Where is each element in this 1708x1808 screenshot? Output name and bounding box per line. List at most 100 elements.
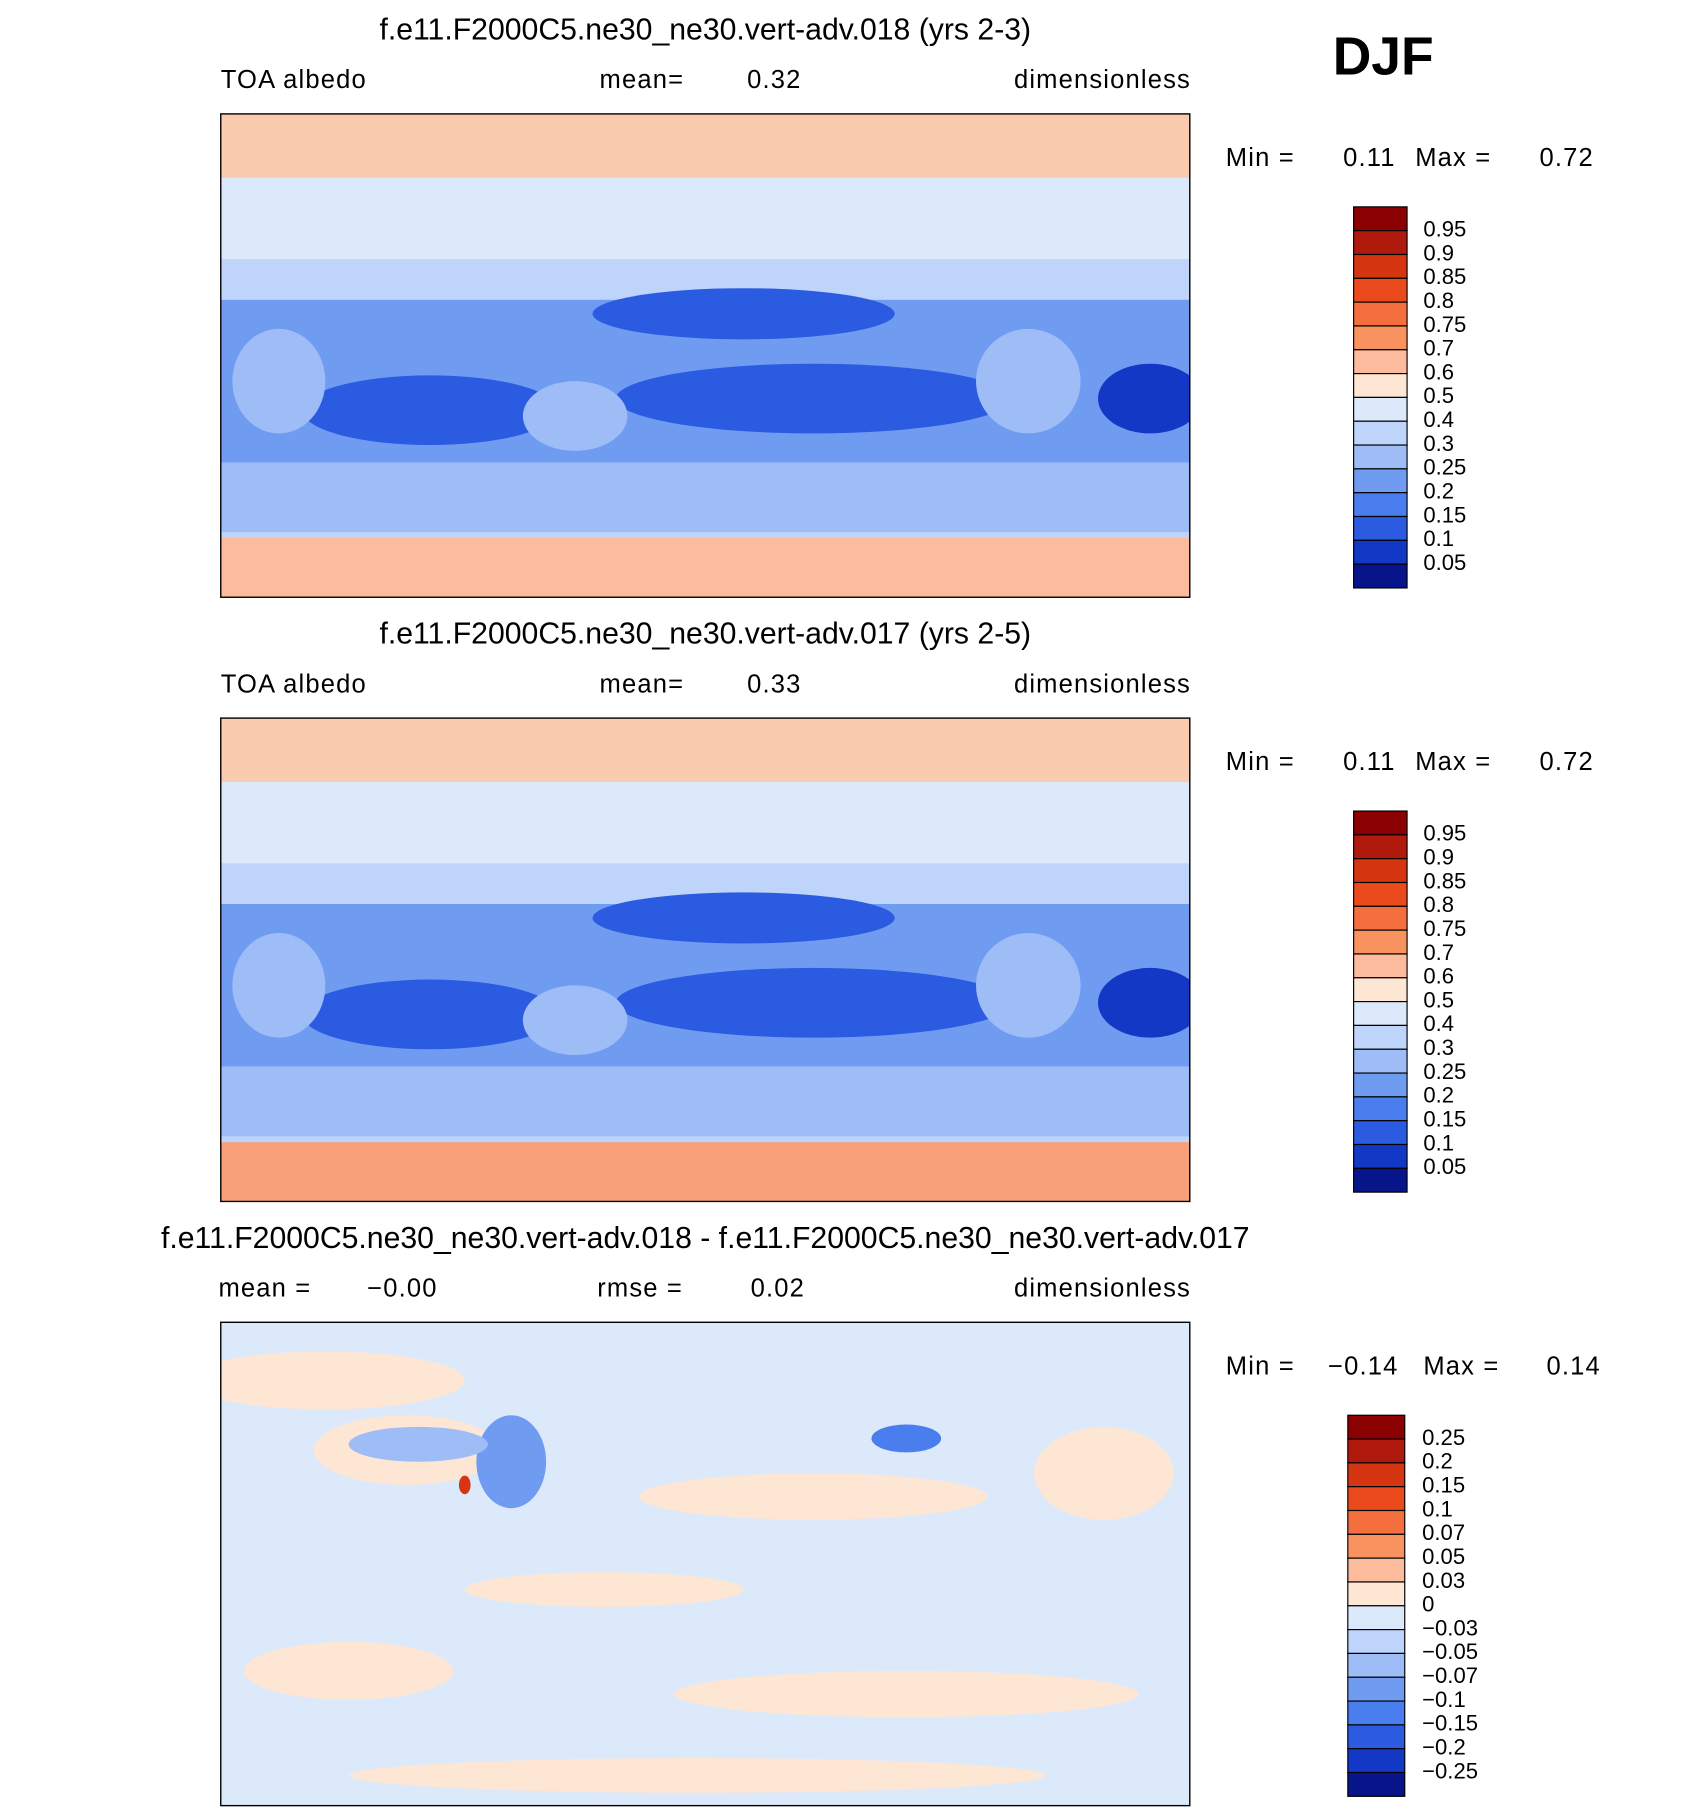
colorbar-box xyxy=(1353,206,1408,232)
map-frame xyxy=(220,113,1191,598)
colorbar-box xyxy=(1353,444,1408,470)
colorbar-box xyxy=(1353,301,1408,327)
colorbar-box xyxy=(1347,1771,1406,1797)
colorbar-label: 0.3 xyxy=(1423,1035,1454,1060)
antarctica xyxy=(220,1142,1190,1202)
colorbar-label: −0.2 xyxy=(1422,1735,1466,1760)
colorbar-label: 0.9 xyxy=(1423,845,1454,870)
colorbar-box xyxy=(1347,1652,1406,1678)
antarctica xyxy=(220,538,1190,598)
colorbar-label: 0.25 xyxy=(1423,455,1466,480)
colorbar-label: 0.05 xyxy=(1422,1544,1465,1569)
arctic-band xyxy=(220,718,1190,782)
colorbar-label: −0.25 xyxy=(1422,1758,1478,1783)
colorbar-label: 0.15 xyxy=(1422,1473,1465,1498)
map-field xyxy=(220,718,1190,1202)
colorbar-label: 0.6 xyxy=(1423,964,1454,989)
colorbar-label: 0.15 xyxy=(1423,1107,1466,1132)
colorbar-label: 0.5 xyxy=(1423,383,1454,408)
colorbar-box xyxy=(1353,468,1408,494)
colorbar-box xyxy=(1353,349,1408,375)
colorbar-box xyxy=(1353,881,1408,907)
low-albedo xyxy=(302,979,558,1050)
colorbar-box xyxy=(1353,1072,1408,1098)
colorbar-box xyxy=(1353,1096,1408,1122)
colorbar-box xyxy=(1353,858,1408,884)
positive-diff xyxy=(348,1758,1046,1793)
map-frame xyxy=(220,1321,1191,1807)
panel-title: f.e11.F2000C5.ne30_ne30.vert-adv.017 (yr… xyxy=(379,618,1031,651)
panel-header: 0.32 xyxy=(747,66,801,94)
colorbar-box xyxy=(1353,1120,1408,1146)
colorbar-label: 0.8 xyxy=(1423,288,1454,313)
colorbar-label: 0.95 xyxy=(1423,217,1466,242)
panel-header: dimensionless xyxy=(1014,1275,1191,1303)
land xyxy=(976,328,1081,434)
positive-diff xyxy=(220,1351,465,1410)
colorbar-label: 0.75 xyxy=(1423,312,1466,337)
colorbar-label: 0.3 xyxy=(1423,431,1454,456)
panel-header: mean = xyxy=(218,1275,311,1303)
panel-header: −0.00 xyxy=(367,1275,437,1303)
colorbar-box xyxy=(1353,515,1408,541)
colorbar-box xyxy=(1353,1048,1408,1074)
colorbar-box xyxy=(1353,810,1408,836)
map-field xyxy=(220,113,1190,598)
min-max-stat: 0.11 xyxy=(1343,748,1395,776)
colorbar-box xyxy=(1347,1486,1406,1512)
southern-ocean xyxy=(220,462,1190,533)
low-albedo xyxy=(302,375,558,446)
colorbar-label: 0.07 xyxy=(1422,1520,1465,1545)
low-albedo xyxy=(1098,967,1190,1038)
diff-blob xyxy=(458,1475,471,1495)
colorbar-label: 0.2 xyxy=(1422,1449,1453,1474)
colorbar-label: −0.05 xyxy=(1422,1639,1478,1664)
colorbar-label: 0.9 xyxy=(1423,240,1454,265)
colorbar-label: 0.05 xyxy=(1423,1154,1466,1179)
colorbar-label: 0.15 xyxy=(1423,502,1466,527)
colorbar-box xyxy=(1353,539,1408,565)
map-frame xyxy=(220,717,1191,1203)
min-max-stat: 0.72 xyxy=(1540,144,1594,172)
colorbar-label: 0.25 xyxy=(1422,1425,1465,1450)
colorbar-box xyxy=(1347,1629,1406,1655)
colorbar-label: 0.7 xyxy=(1423,940,1454,965)
map xyxy=(220,1321,1191,1807)
colorbar-box xyxy=(1353,325,1408,351)
colorbar-label: 0.1 xyxy=(1422,1496,1453,1521)
colorbar-box xyxy=(1353,563,1408,589)
map-field xyxy=(220,1322,1190,1806)
colorbar-label: 0.95 xyxy=(1423,821,1466,846)
colorbar-label: 0.05 xyxy=(1423,550,1466,575)
colorbar-box xyxy=(1347,1462,1406,1488)
colorbar-box xyxy=(1347,1414,1406,1440)
low-albedo xyxy=(1098,363,1190,434)
colorbar-label: 0.03 xyxy=(1422,1568,1465,1593)
colorbar-box xyxy=(1353,420,1408,446)
positive-diff xyxy=(639,1473,988,1520)
min-max-stat: −0.14 xyxy=(1328,1352,1398,1380)
panel-header: 0.33 xyxy=(747,670,801,698)
colorbar-box xyxy=(1347,1581,1406,1607)
colorbar-box xyxy=(1353,253,1408,279)
diff-blob xyxy=(348,1426,488,1462)
land xyxy=(522,381,628,451)
panel-header: TOA albedo xyxy=(221,66,367,94)
diff-blob xyxy=(476,1415,547,1509)
map xyxy=(220,717,1191,1203)
min-max-stat: Max = xyxy=(1415,144,1491,172)
colorbar-box xyxy=(1353,977,1408,1003)
min-max-stat: Min = xyxy=(1226,1352,1295,1380)
colorbar-box xyxy=(1347,1509,1406,1535)
colorbar-label: 0 xyxy=(1422,1592,1434,1617)
panel-header: dimensionless xyxy=(1014,670,1191,698)
low-albedo xyxy=(592,892,895,944)
colorbar-label: 0.4 xyxy=(1423,1011,1454,1036)
min-max-stat: 0.72 xyxy=(1540,748,1594,776)
colorbar-label: 0.2 xyxy=(1423,1083,1454,1108)
colorbar-label: 0.8 xyxy=(1423,892,1454,917)
colorbar-label: 0.6 xyxy=(1423,359,1454,384)
panel-header: 0.02 xyxy=(751,1275,805,1303)
